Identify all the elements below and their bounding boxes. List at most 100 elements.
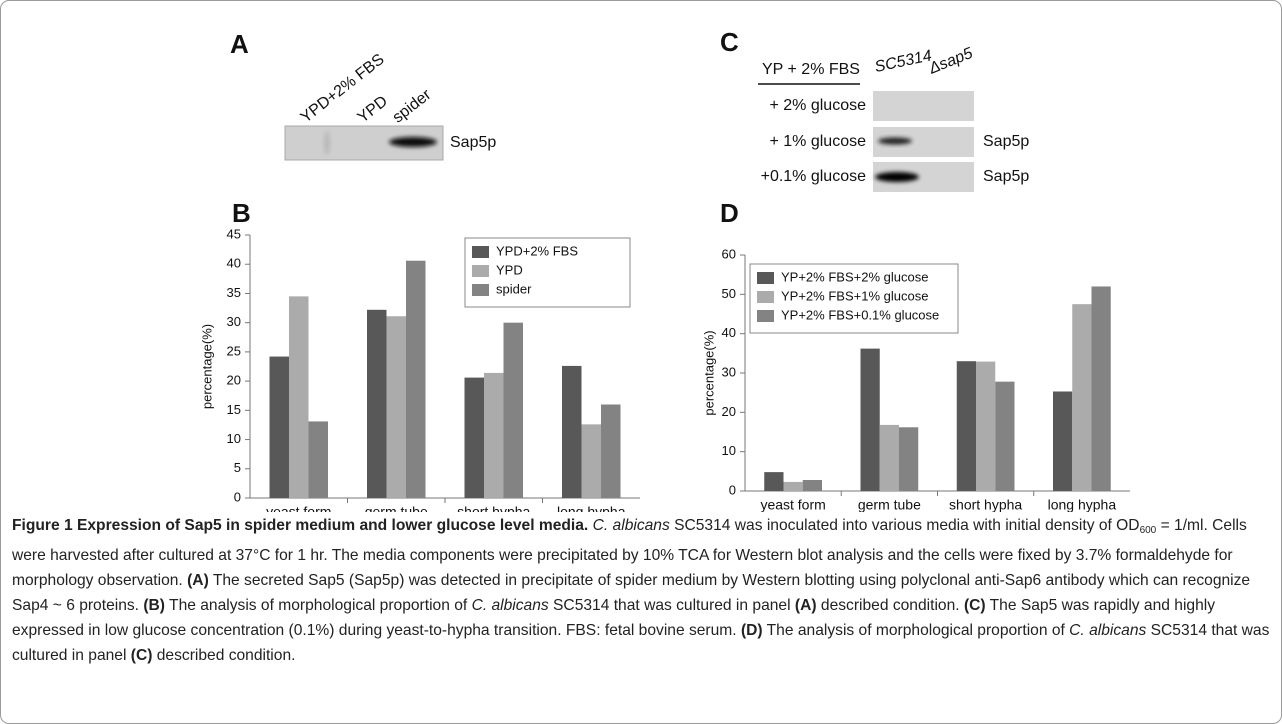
bar (995, 382, 1014, 491)
legend-swatch (757, 310, 774, 322)
legend-label: YPD+2% FBS (496, 243, 578, 258)
band-label: Sap5p (450, 134, 496, 151)
x-tick-label: yeast form (760, 497, 825, 512)
bar (504, 323, 524, 498)
caption-run: 600 (1140, 525, 1157, 536)
y-tick-label: 50 (722, 286, 736, 301)
caption-run: The analysis of morphological proportion… (763, 622, 1070, 639)
blot-band (389, 137, 437, 147)
bar (976, 362, 995, 491)
x-tick-label: long hypha (557, 504, 626, 512)
x-tick-label: yeast form (266, 504, 331, 512)
y-tick-label: 60 (722, 246, 736, 261)
y-tick-label: 10 (722, 443, 736, 458)
strain-label: SC5314 (873, 47, 933, 76)
bar (803, 480, 822, 491)
y-tick-label: 20 (722, 404, 736, 419)
bar (484, 373, 504, 498)
row-label: + 2% glucose (769, 97, 866, 114)
legend-label: YP+2% FBS+1% glucose (781, 288, 928, 303)
bar (957, 361, 976, 491)
figure-caption: Figure 1 Expression of Sap5 in spider me… (12, 513, 1274, 668)
caption-run: (C) (964, 597, 986, 614)
bar (764, 472, 783, 491)
page: A YPD+2% FBS YPD spider Sap5p C YP + 2% … (0, 0, 1282, 724)
panel-letter: B (232, 198, 251, 228)
panel-letter: A (230, 29, 249, 59)
lane-label: spider (390, 86, 435, 127)
strain-label: Δsap5 (926, 45, 976, 78)
bar (309, 421, 329, 498)
caption-run: described condition. (152, 647, 295, 664)
caption-run: (C) (131, 647, 153, 664)
bar (784, 482, 803, 491)
bar (880, 425, 899, 491)
bar (1092, 286, 1111, 491)
legend-swatch (757, 272, 774, 284)
bar (367, 310, 387, 498)
bar (562, 366, 582, 498)
legend-swatch (757, 291, 774, 303)
y-tick-label: 35 (227, 285, 241, 300)
y-axis-label: percentage(%) (199, 324, 214, 409)
caption-run: C. albicans (472, 597, 549, 614)
bar (1072, 304, 1091, 491)
blot-band (875, 172, 919, 182)
y-tick-label: 45 (227, 226, 241, 241)
bar (582, 424, 602, 498)
panel-letter: D (720, 198, 739, 228)
legend-label: YPD (496, 262, 523, 277)
bar (387, 316, 407, 498)
band-label: Sap5p (983, 133, 1029, 150)
bar (1053, 391, 1072, 491)
bar (270, 357, 290, 498)
caption-run: SC5314 was inoculated into various media… (670, 517, 1140, 534)
x-tick-label: short hypha (457, 504, 530, 512)
bar (601, 404, 621, 498)
blot-band (878, 138, 912, 145)
legend-label: YP+2% FBS+0.1% glucose (781, 307, 939, 322)
legend-swatch (472, 284, 489, 296)
y-tick-label: 10 (227, 431, 241, 446)
caption-run: (B) (143, 597, 165, 614)
x-tick-label: long hypha (1048, 497, 1117, 512)
lane-label: YPD (355, 93, 391, 127)
y-tick-label: 5 (234, 460, 241, 475)
blot-smear (324, 131, 330, 155)
row-label: +0.1% glucose (761, 168, 867, 185)
y-tick-label: 0 (234, 489, 241, 504)
caption-run: (D) (741, 622, 763, 639)
bar (899, 427, 918, 491)
caption-run: The analysis of morphological proportion… (165, 597, 472, 614)
bar (289, 296, 309, 498)
legend-label: YP+2% FBS+2% glucose (781, 269, 928, 284)
x-tick-label: short hypha (949, 497, 1022, 512)
y-tick-label: 40 (722, 325, 736, 340)
caption-run: C. albicans (593, 517, 670, 534)
y-tick-label: 25 (227, 343, 241, 358)
y-tick-label: 40 (227, 256, 241, 271)
y-axis-label: percentage(%) (701, 330, 716, 415)
row-label: + 1% glucose (769, 133, 866, 150)
caption-run: C. albicans (1069, 622, 1146, 639)
band-label: Sap5p (983, 168, 1029, 185)
y-tick-label: 15 (227, 402, 241, 417)
caption-run: described condition. (817, 597, 964, 614)
caption-run: (A) (187, 572, 209, 589)
legend-swatch (472, 246, 489, 258)
bar (406, 261, 426, 498)
y-tick-label: 0 (729, 482, 736, 497)
x-tick-label: germ tube (858, 497, 921, 512)
caption-run: Figure 1 Expression of Sap5 in spider me… (12, 517, 588, 534)
condition-label: YP + 2% FBS (762, 61, 860, 78)
figure: A YPD+2% FBS YPD spider Sap5p C YP + 2% … (0, 0, 1282, 512)
y-tick-label: 20 (227, 373, 241, 388)
legend-swatch (472, 265, 489, 277)
bar (465, 378, 485, 498)
panel-letter: C (720, 27, 739, 57)
bar (861, 349, 880, 491)
y-tick-label: 30 (722, 364, 736, 379)
caption-run: (A) (795, 597, 817, 614)
y-tick-label: 30 (227, 314, 241, 329)
blot-membrane (873, 91, 974, 121)
